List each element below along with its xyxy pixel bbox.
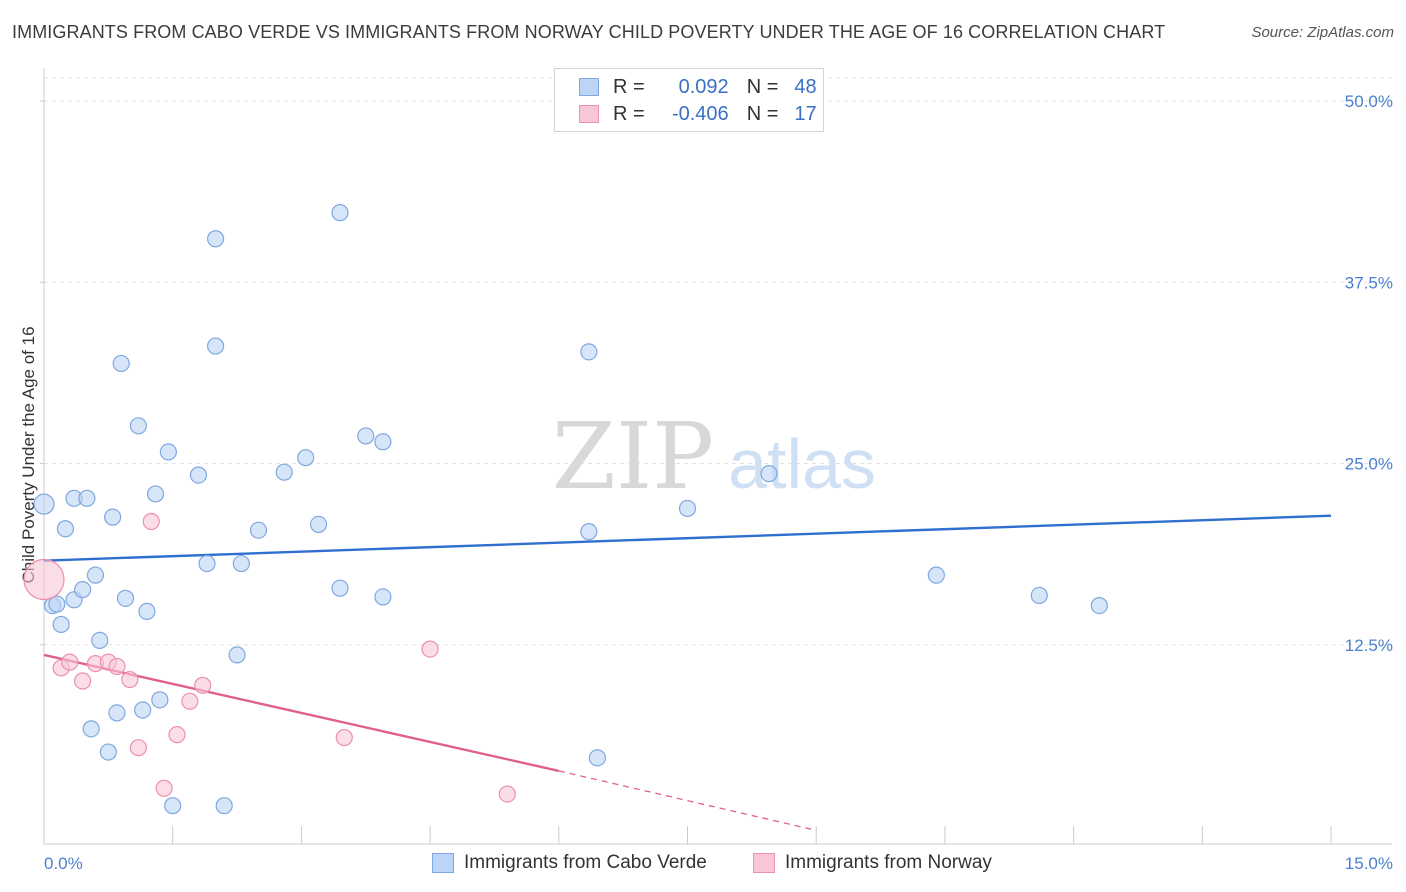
data-point-cabo-verde[interactable] <box>116 589 135 607</box>
data-point-cabo-verde[interactable] <box>138 602 156 621</box>
data-point-cabo-verde[interactable] <box>215 797 233 815</box>
data-point-norway[interactable] <box>194 676 212 694</box>
n-value: 48 <box>794 75 817 98</box>
data-point-cabo-verde[interactable] <box>189 466 208 484</box>
data-point-cabo-verde[interactable] <box>297 449 315 467</box>
data-point-cabo-verde[interactable] <box>1090 596 1108 615</box>
n-label: N = <box>746 102 779 125</box>
y-tick-label: 50.0% <box>1345 92 1393 111</box>
axes <box>40 68 1392 845</box>
r-label: R = <box>613 75 645 98</box>
legend-swatch-pink <box>753 853 775 873</box>
y-axis-label: Child Poverty Under the Age of 16 <box>19 326 38 583</box>
data-point-norway[interactable] <box>108 657 126 676</box>
tick-labels: 12.5% 25.0% 37.5% 50.0% 0.0% 15.0% <box>44 92 1393 873</box>
data-point-norway[interactable] <box>23 558 65 601</box>
data-point-cabo-verde[interactable] <box>91 631 109 650</box>
data-point-cabo-verde[interactable] <box>78 489 96 507</box>
trend-line-cabo-verde <box>43 514 1332 562</box>
data-point-cabo-verde[interactable] <box>331 579 349 597</box>
data-point-norway[interactable] <box>74 672 92 690</box>
legend-item-norway[interactable]: Immigrants from Norway <box>753 852 992 874</box>
data-point-cabo-verde[interactable] <box>207 337 225 355</box>
data-point-cabo-verde[interactable] <box>232 554 250 573</box>
data-point-cabo-verde[interactable] <box>588 749 607 767</box>
data-point-cabo-verde[interactable] <box>159 443 178 461</box>
r-label: R = <box>613 102 645 125</box>
legend-swatch-blue <box>432 853 454 873</box>
data-point-cabo-verde[interactable] <box>927 566 945 584</box>
data-point-cabo-verde[interactable] <box>86 566 105 584</box>
data-point-norway[interactable] <box>181 692 199 710</box>
data-point-cabo-verde[interactable] <box>48 595 66 613</box>
data-point-cabo-verde[interactable] <box>275 463 293 481</box>
data-point-cabo-verde[interactable] <box>146 485 165 503</box>
r-value: 0.092 <box>678 75 729 98</box>
y-tick-label: 25.0% <box>1345 455 1393 474</box>
data-point-cabo-verde[interactable] <box>151 691 169 709</box>
data-point-norway[interactable] <box>168 726 186 744</box>
data-point-cabo-verde[interactable] <box>1030 586 1048 605</box>
data-point-cabo-verde[interactable] <box>52 615 70 634</box>
correlation-legend: R = 0.092 N = 48 R = -0.406 N = 17 <box>554 68 824 132</box>
r-value: -0.406 <box>671 102 729 125</box>
data-point-cabo-verde[interactable] <box>228 646 246 664</box>
data-point-norway[interactable] <box>155 779 173 797</box>
data-point-norway[interactable] <box>121 670 139 689</box>
data-point-norway[interactable] <box>335 728 353 747</box>
data-point-cabo-verde[interactable] <box>74 581 92 599</box>
data-point-cabo-verde[interactable] <box>112 354 130 373</box>
data-point-cabo-verde[interactable] <box>309 515 328 534</box>
legend-row-cabo-verde: R = 0.092 N = 48 <box>579 75 817 99</box>
watermark: ZIP atlas <box>552 403 876 510</box>
y-tick-label: 37.5% <box>1345 273 1393 292</box>
data-point-cabo-verde[interactable] <box>207 230 225 248</box>
data-point-norway[interactable] <box>421 640 439 658</box>
legend-label: Immigrants from Norway <box>785 852 992 873</box>
legend-row-norway: R = -0.406 N = 17 <box>579 102 817 126</box>
data-point-norway[interactable] <box>129 739 147 757</box>
data-point-norway[interactable] <box>498 785 516 803</box>
data-point-cabo-verde[interactable] <box>357 427 375 445</box>
n-label: N = <box>746 75 779 98</box>
x-tick-label-min: 0.0% <box>44 854 83 873</box>
series-norway <box>23 512 516 803</box>
data-point-norway[interactable] <box>142 512 160 531</box>
legend-item-cabo-verde[interactable]: Immigrants from Cabo Verde <box>432 852 707 874</box>
data-point-cabo-verde[interactable] <box>580 523 598 541</box>
series-cabo-verde <box>33 204 1108 815</box>
legend-swatch-blue <box>579 78 599 96</box>
data-point-cabo-verde[interactable] <box>164 797 182 815</box>
data-point-cabo-verde[interactable] <box>56 520 75 538</box>
source-label: Source: ZipAtlas.com <box>1251 24 1394 41</box>
data-point-cabo-verde[interactable] <box>374 433 392 451</box>
x-tick-label-max: 15.0% <box>1345 854 1393 873</box>
n-value: 17 <box>794 102 817 125</box>
data-point-cabo-verde[interactable] <box>580 343 598 361</box>
data-point-cabo-verde[interactable] <box>760 465 778 483</box>
data-point-cabo-verde[interactable] <box>198 554 216 573</box>
series-legend: Immigrants from Cabo Verde Immigrants fr… <box>0 852 1406 878</box>
data-point-cabo-verde[interactable] <box>33 493 55 515</box>
trend-line-norway-extension <box>558 770 817 831</box>
data-point-cabo-verde[interactable] <box>99 743 117 761</box>
data-points <box>23 204 1108 815</box>
data-point-cabo-verde[interactable] <box>331 204 349 222</box>
chart-title: IMMIGRANTS FROM CABO VERDE VS IMMIGRANTS… <box>12 22 1166 42</box>
data-point-cabo-verde[interactable] <box>129 417 147 435</box>
data-point-cabo-verde[interactable] <box>678 499 697 518</box>
y-tick-label: 12.5% <box>1345 636 1393 655</box>
data-point-cabo-verde[interactable] <box>104 508 122 526</box>
legend-swatch-pink <box>579 105 599 123</box>
data-point-cabo-verde[interactable] <box>134 701 152 719</box>
data-point-cabo-verde[interactable] <box>82 720 100 738</box>
watermark-atlas: atlas <box>728 425 876 503</box>
data-point-norway[interactable] <box>61 653 79 671</box>
data-point-cabo-verde[interactable] <box>108 704 126 722</box>
data-point-cabo-verde[interactable] <box>249 521 268 539</box>
legend-label: Immigrants from Cabo Verde <box>464 852 707 873</box>
watermark-zip: ZIP <box>552 403 714 510</box>
data-point-cabo-verde[interactable] <box>374 588 392 606</box>
